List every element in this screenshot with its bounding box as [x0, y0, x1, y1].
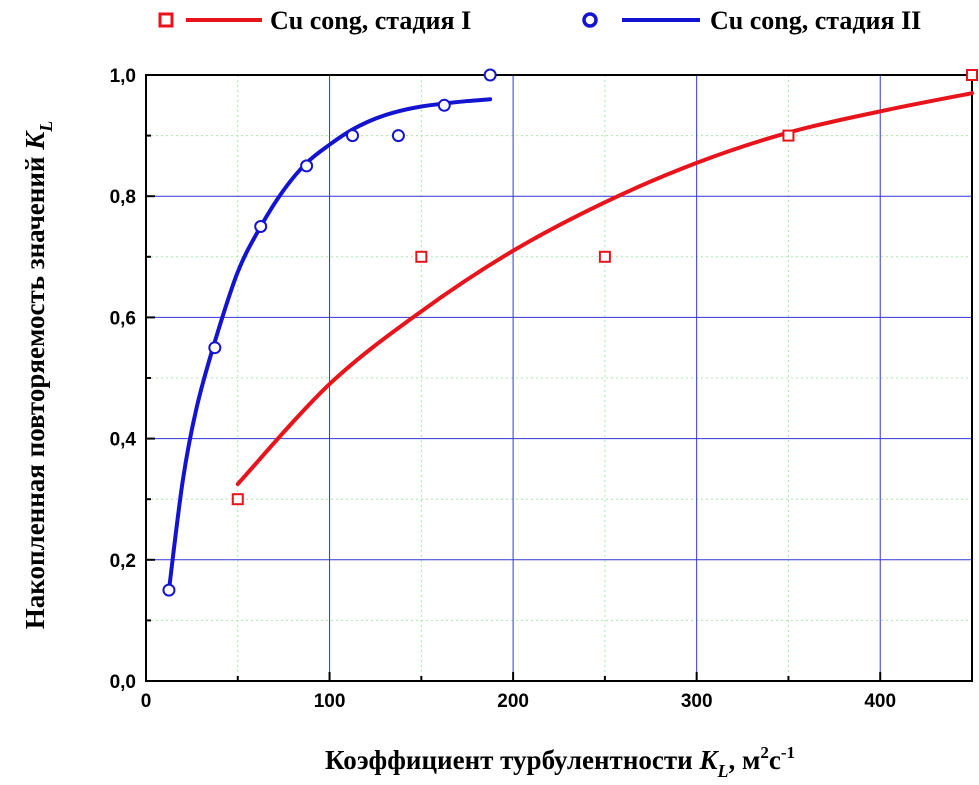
x-axis-title: Коэффициент турбулентности KL, м2с-1 [325, 743, 795, 781]
x-tick-label: 400 [864, 691, 896, 712]
legend-item: Cu cong, стадия II [582, 6, 921, 35]
legend-label: Cu cong, стадия I [270, 6, 471, 35]
legend-marker [582, 12, 598, 28]
data-point-series-1 [966, 69, 978, 81]
data-point-series-2 [391, 129, 405, 143]
data-point-series-1 [415, 250, 428, 263]
y-tick-label: 0,8 [110, 187, 136, 208]
x-tick-label: 100 [314, 691, 346, 712]
data-point-series-2 [162, 583, 176, 597]
data-point-series-1 [782, 129, 795, 142]
data-markers [162, 68, 978, 597]
data-point-series-2 [437, 98, 451, 112]
y-tick-label: 0,6 [110, 308, 136, 329]
legend-marker [158, 12, 174, 28]
y-tick-label: 0,2 [110, 551, 136, 572]
data-point-series-2 [483, 68, 497, 82]
y-tick-label: 0,0 [110, 672, 136, 693]
y-tick-label: 1,0 [110, 66, 136, 87]
major-grid [146, 75, 972, 681]
x-tick-label: 0 [141, 691, 152, 712]
y-tick-label: 0,4 [110, 430, 137, 451]
legend-label: Cu cong, стадия II [710, 6, 921, 35]
data-point-series-2 [346, 129, 359, 143]
data-point-series-1 [231, 493, 244, 506]
x-tick-label: 200 [497, 691, 529, 712]
data-point-series-1 [598, 250, 611, 263]
tick-labels: 0 100 200 300 400 0,0 0,2 0,4 0,6 0,8 1,0 [110, 66, 896, 712]
minor-grid [146, 75, 972, 681]
x-tick-label: 300 [681, 691, 713, 712]
fit-line-series-1 [235, 91, 974, 487]
legend: Cu cong, стадия I Cu cong, стадия II [158, 6, 921, 35]
data-point-series-2 [208, 341, 222, 355]
plot-frame [145, 74, 973, 682]
fit-lines [166, 91, 974, 593]
axis-ticks [145, 74, 882, 682]
data-point-series-2 [254, 220, 268, 233]
data-point-series-2 [300, 159, 314, 173]
y-axis-title: Накопленная повторяемость значений KL [20, 121, 56, 629]
legend-item: Cu cong, стадия I [158, 6, 471, 35]
